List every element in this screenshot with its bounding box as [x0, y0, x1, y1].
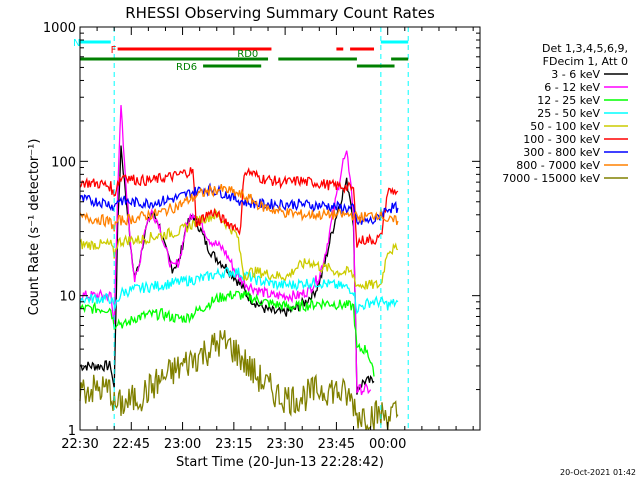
legend: Det 1,3,4,5,6,9,FDecim 1, Att 03 - 6 keV…	[502, 42, 628, 185]
flag-label-1: F	[111, 45, 117, 56]
legend-label-1: 6 - 12 keV	[544, 81, 600, 94]
legend-label-7: 800 - 7000 keV	[516, 159, 600, 172]
chart-title: RHESSI Observing Summary Count Rates	[125, 4, 435, 22]
x-tick-label-3: 23:15	[215, 437, 252, 452]
series-line-1	[79, 105, 372, 396]
legend-label-6: 300 - 800 keV	[523, 146, 600, 159]
y-tick-label-2: 100	[51, 155, 76, 170]
flag-label-2: RD0	[237, 49, 258, 60]
legend-label-5: 100 - 300 keV	[523, 133, 600, 146]
legend-label-2: 12 - 25 keV	[537, 94, 600, 107]
flag-label-3: RD6	[176, 62, 197, 73]
series-line-3	[79, 266, 399, 315]
axes: 1 10 100 1000 22:30 22:45 23:00 23:15 23:30 23:45…	[43, 21, 481, 452]
legend-header-0: Det 1,3,4,5,6,9,	[542, 42, 628, 55]
y-tick-label-3: 1000	[43, 21, 76, 36]
series-line-2	[79, 289, 375, 377]
legend-label-4: 50 - 100 keV	[530, 120, 600, 133]
series-line-8	[79, 330, 399, 431]
x-tick-label-1: 22:45	[113, 437, 150, 452]
x-tick-label-5: 23:45	[318, 437, 355, 452]
legend-label-3: 25 - 50 keV	[537, 107, 600, 120]
x-tick-label-2: 23:00	[164, 437, 201, 452]
x-tick-label-6: 00:00	[369, 437, 406, 452]
plot-frame	[79, 26, 481, 431]
x-tick-label-0: 22:30	[61, 437, 98, 452]
plot-area: N F RD0 RD6	[73, 27, 409, 431]
legend-label-8: 7000 - 15000 keV	[502, 172, 600, 185]
legend-header-1: FDecim 1, Att 0	[543, 55, 628, 68]
x-axis-label: Start Time (20-Jun-13 22:28:42)	[176, 455, 384, 470]
series-line-5	[79, 167, 399, 248]
y-tick-label-0: 1	[68, 424, 76, 439]
legend-label-0: 3 - 6 keV	[551, 68, 600, 81]
x-tick-label-4: 23:30	[266, 437, 303, 452]
series-line-4	[79, 208, 399, 291]
flag-label-0: N	[73, 38, 80, 49]
y-tick-label-1: 10	[59, 290, 76, 305]
timestamp: 20-Oct-2021 01:42	[560, 468, 636, 477]
series-line-6	[79, 182, 399, 226]
y-axis-label: Count Rate (s⁻¹ detector⁻¹)	[27, 139, 42, 316]
series-line-7	[79, 183, 399, 232]
